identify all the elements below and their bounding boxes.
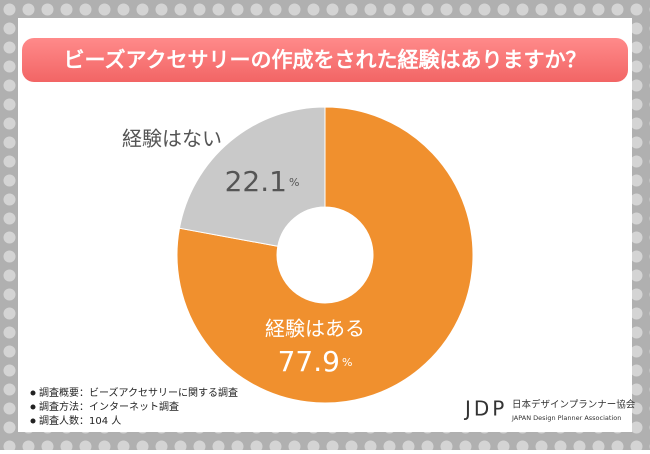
- logo-mark: JDP: [463, 397, 507, 421]
- slice: [176, 106, 474, 404]
- note: 調査方法：インターネット調査: [39, 400, 179, 413]
- bullet: [30, 418, 36, 424]
- slice-name: 経験はない: [122, 127, 222, 151]
- bullet: [30, 404, 36, 410]
- value-number: 77.9: [278, 345, 340, 378]
- note: 調査概要：ビーズアクセサリーに関する調査: [39, 386, 238, 399]
- value-unit: %: [289, 176, 299, 189]
- logo-name-en: JAPAN Design Planner Association: [511, 414, 621, 422]
- donut: [176, 106, 474, 404]
- value-unit: %: [342, 356, 352, 369]
- slice-name: 経験はある: [265, 317, 365, 341]
- chart-title: ビーズアクセサリーの作成をされた経験はありますか？: [64, 48, 587, 72]
- logo-name: 日本デザインプランナー協会: [512, 399, 636, 411]
- bullet: [30, 390, 36, 396]
- slice: [178, 106, 326, 247]
- value-number: 22.1: [225, 165, 287, 198]
- slice-value: 22.1%: [225, 165, 300, 198]
- notes: 調査概要：ビーズアクセサリーに関する調査調査方法：インターネット調査調査人数：1…: [30, 386, 238, 427]
- slice-value: 77.9%: [278, 345, 353, 378]
- note: 調査人数：104 人: [39, 414, 121, 427]
- title-bar: [22, 38, 628, 82]
